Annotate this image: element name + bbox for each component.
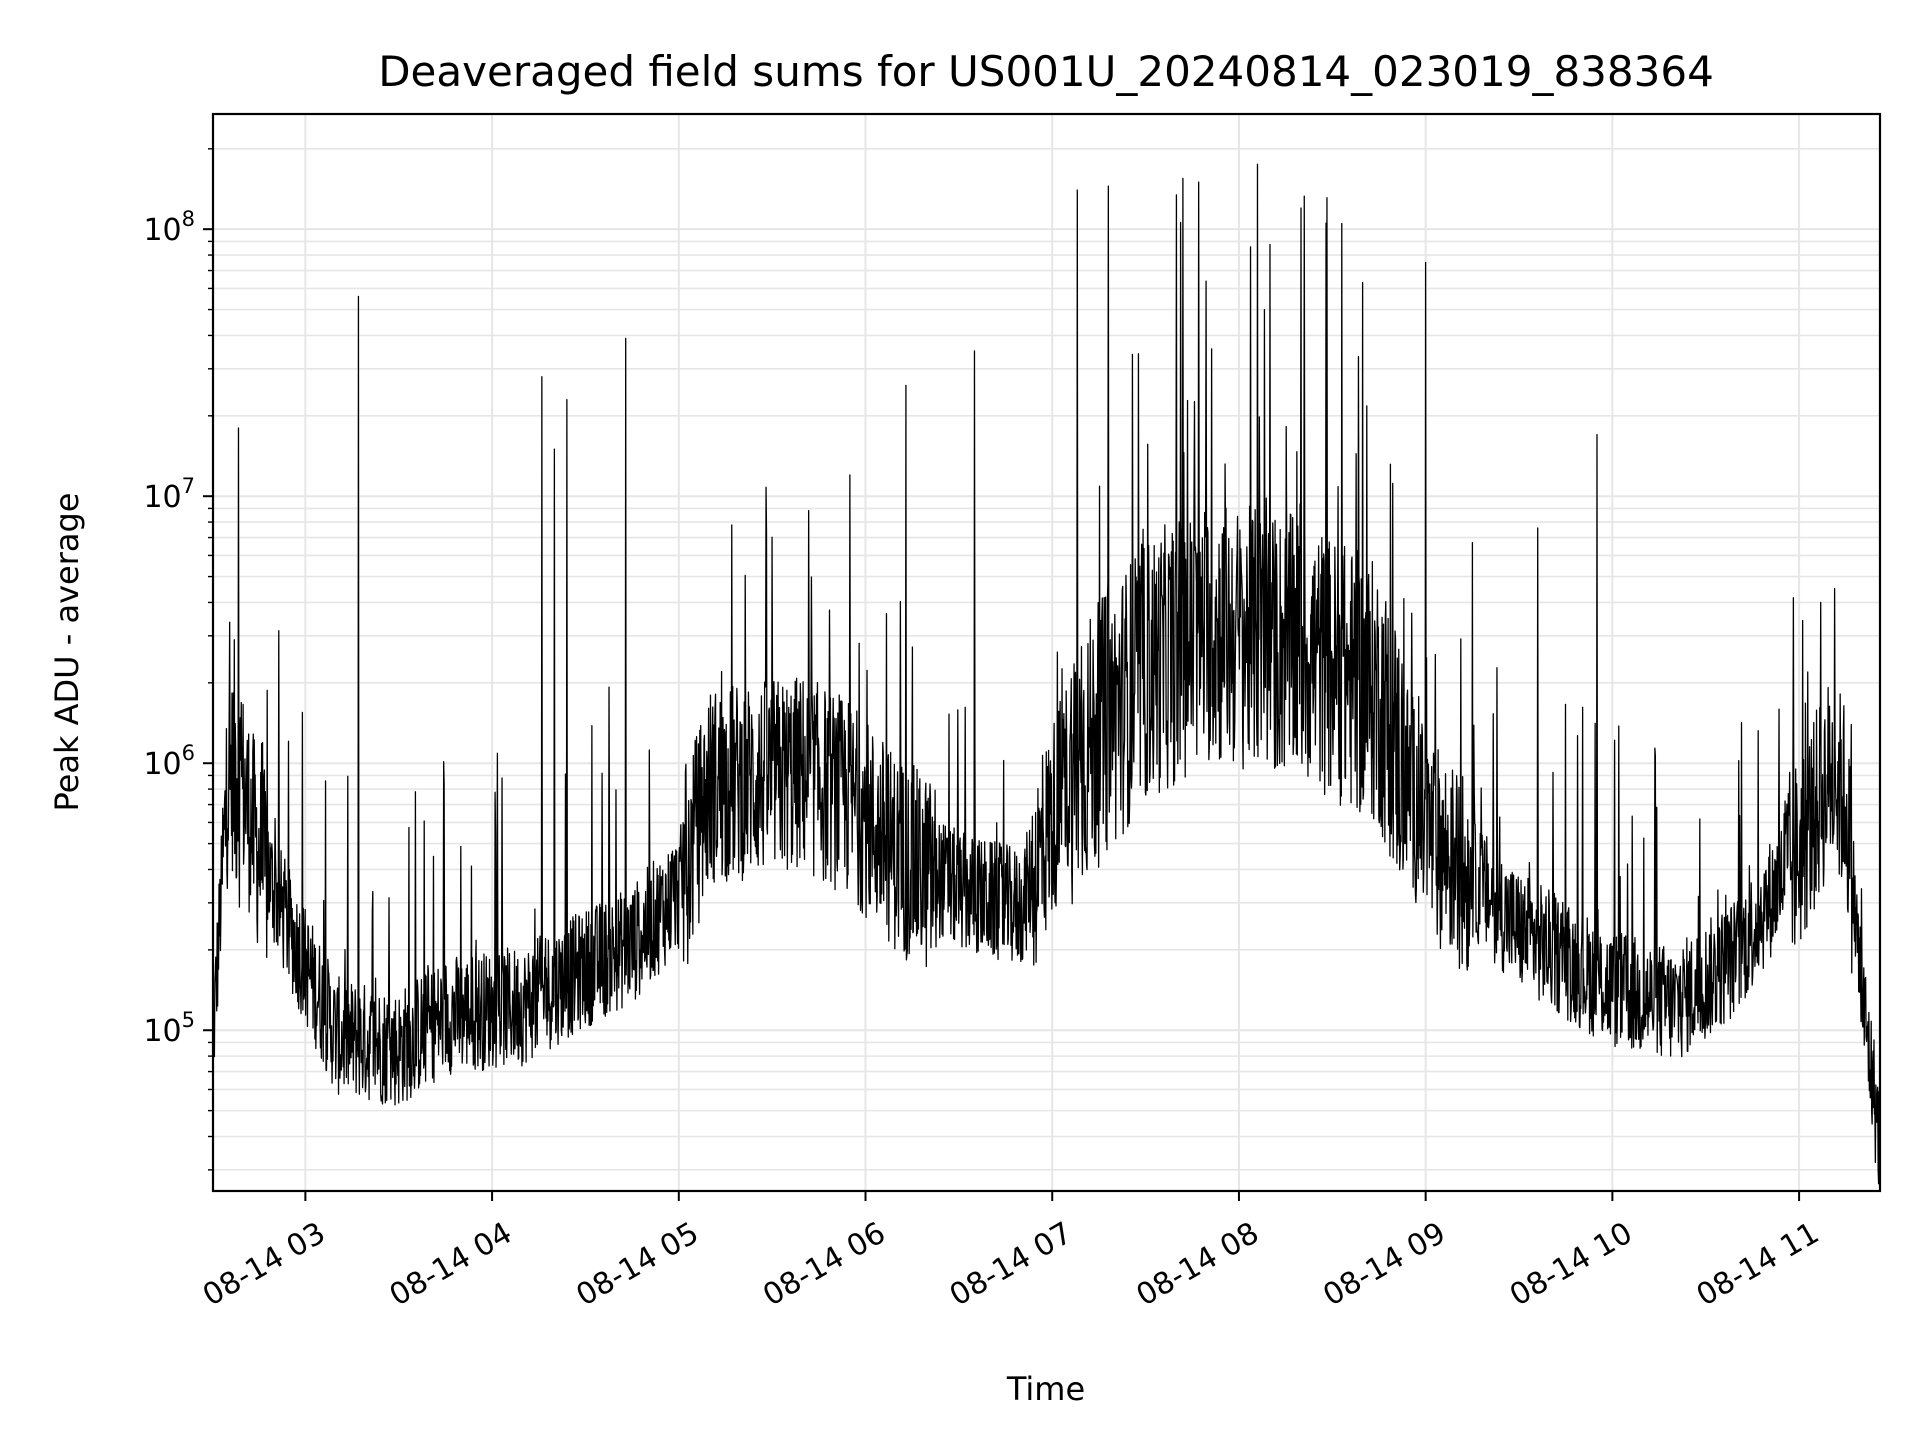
chart-title: Deaveraged field sums for US001U_2024081… bbox=[378, 47, 1714, 96]
y-tick-label: 107 bbox=[143, 474, 195, 515]
x-axis-label: Time bbox=[1006, 1370, 1085, 1408]
y-tick-label: 105 bbox=[143, 1008, 195, 1049]
y-tick-label: 106 bbox=[143, 741, 195, 782]
y-tick-label: 108 bbox=[143, 207, 195, 248]
y-axis-label: Peak ADU - average bbox=[48, 493, 86, 812]
series-line bbox=[212, 163, 1881, 1185]
axes-frame bbox=[211, 112, 1882, 1193]
plot-area bbox=[212, 163, 1881, 1185]
